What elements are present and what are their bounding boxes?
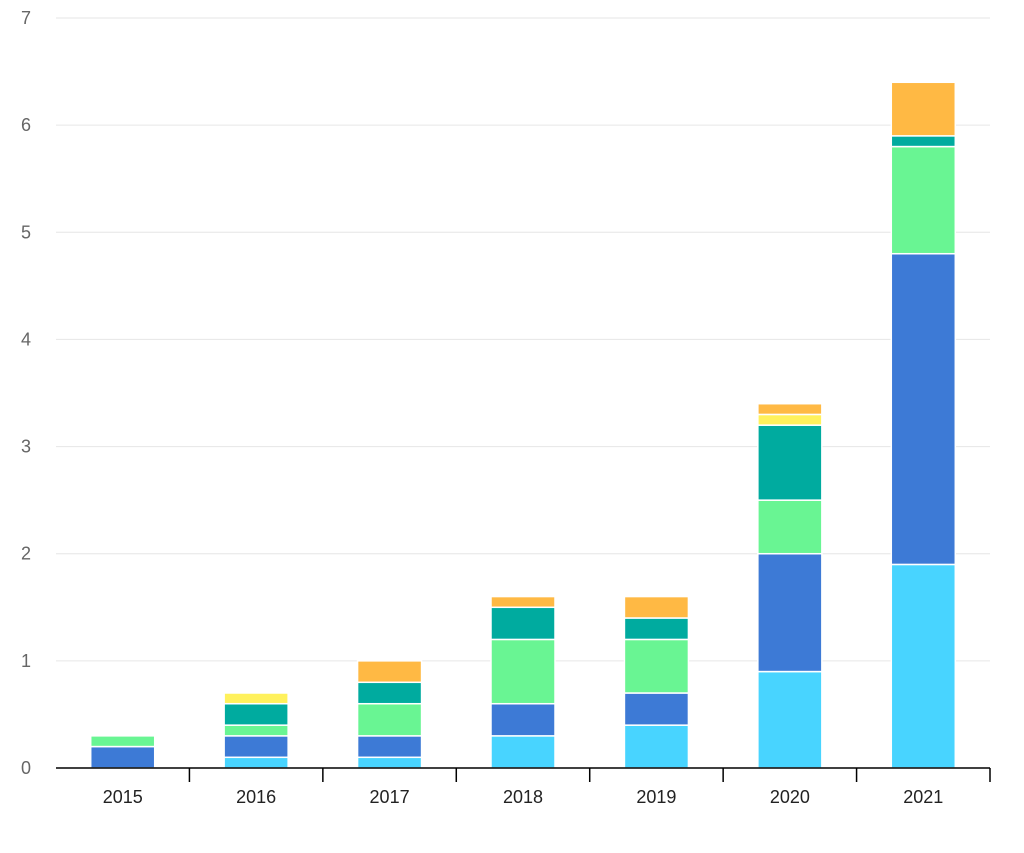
bar-segment-2018-series-4[interactable] — [490, 606, 556, 641]
x-axis — [56, 767, 991, 782]
bar-segment-2017-series-6[interactable] — [356, 660, 423, 684]
bar-segment-2017-series-4[interactable] — [356, 681, 423, 705]
bar-stack-2015 — [89, 735, 156, 769]
bar-segment-2018-series-3[interactable] — [490, 638, 556, 705]
bar-segment-2020-series-2[interactable] — [757, 552, 823, 673]
y-tick-label: 1 — [21, 651, 31, 671]
bar-segment-2021-series-4[interactable] — [890, 135, 957, 148]
bar-segment-2020-series-6[interactable] — [757, 402, 823, 416]
bar-segment-2017-series-1[interactable] — [356, 756, 423, 769]
bar-segment-2018-series-2[interactable] — [490, 702, 556, 737]
bar-segment-2019-series-4[interactable] — [623, 617, 690, 641]
x-tick-label: 2019 — [636, 787, 676, 807]
bar-segment-2018-series-1[interactable] — [490, 735, 556, 769]
bar-stack-2017 — [356, 660, 423, 769]
bar-segment-2019-series-3[interactable] — [623, 638, 690, 694]
bar-stack-2016 — [223, 692, 289, 769]
bar-segment-2016-series-5[interactable] — [223, 692, 289, 705]
y-tick-label: 6 — [21, 115, 31, 135]
bar-segment-2016-series-3[interactable] — [223, 724, 289, 737]
bar-segment-2021-series-1[interactable] — [890, 563, 957, 769]
bar-segment-2019-series-1[interactable] — [623, 724, 690, 769]
bar-segment-2020-series-1[interactable] — [757, 670, 823, 769]
bar-segment-2019-series-2[interactable] — [623, 692, 690, 726]
bar-segment-2018-series-6[interactable] — [490, 595, 556, 609]
y-tick-label: 4 — [21, 329, 31, 349]
bar-segment-2017-series-2[interactable] — [356, 735, 423, 759]
bar-segment-2020-series-5[interactable] — [757, 413, 823, 426]
bar-segment-2017-series-3[interactable] — [356, 702, 423, 737]
bar-segment-2020-series-4[interactable] — [757, 424, 823, 501]
x-axis-labels: 2015 2016 2017 2018 2019 2020 2021 — [103, 787, 944, 807]
bar-segment-2015-series-2[interactable] — [89, 745, 156, 769]
y-tick-label: 7 — [21, 8, 31, 28]
y-tick-label: 5 — [21, 222, 31, 242]
bar-segment-2016-series-4[interactable] — [223, 702, 289, 726]
y-tick-label: 3 — [21, 437, 31, 457]
bar-segment-2016-series-2[interactable] — [223, 735, 289, 759]
x-tick-label: 2015 — [103, 787, 143, 807]
bar-segment-2021-series-2[interactable] — [890, 252, 957, 566]
x-tick-label: 2018 — [503, 787, 543, 807]
bar-stack-2021 — [890, 81, 957, 769]
bar-stack-2019 — [623, 595, 690, 769]
gridlines — [56, 17, 990, 662]
x-tick-label: 2021 — [903, 787, 943, 807]
y-axis-labels: 0 1 2 3 4 5 6 7 — [21, 8, 31, 778]
bar-segment-2021-series-3[interactable] — [890, 145, 957, 255]
bar-segment-2015-series-3[interactable] — [89, 735, 156, 748]
y-tick-label: 0 — [21, 758, 31, 778]
y-tick-label: 2 — [21, 544, 31, 564]
bar-segment-2020-series-3[interactable] — [757, 499, 823, 555]
bar-segment-2016-series-1[interactable] — [223, 756, 289, 769]
x-tick-label: 2020 — [770, 787, 810, 807]
bar-segment-2021-series-6[interactable] — [890, 81, 957, 137]
bar-stack-2020 — [757, 402, 823, 769]
bar-stack-2018 — [490, 595, 556, 769]
x-tick-label: 2017 — [370, 787, 410, 807]
x-tick-label: 2016 — [236, 787, 276, 807]
bar-stacks — [89, 81, 957, 769]
bar-segment-2019-series-6[interactable] — [623, 595, 690, 619]
